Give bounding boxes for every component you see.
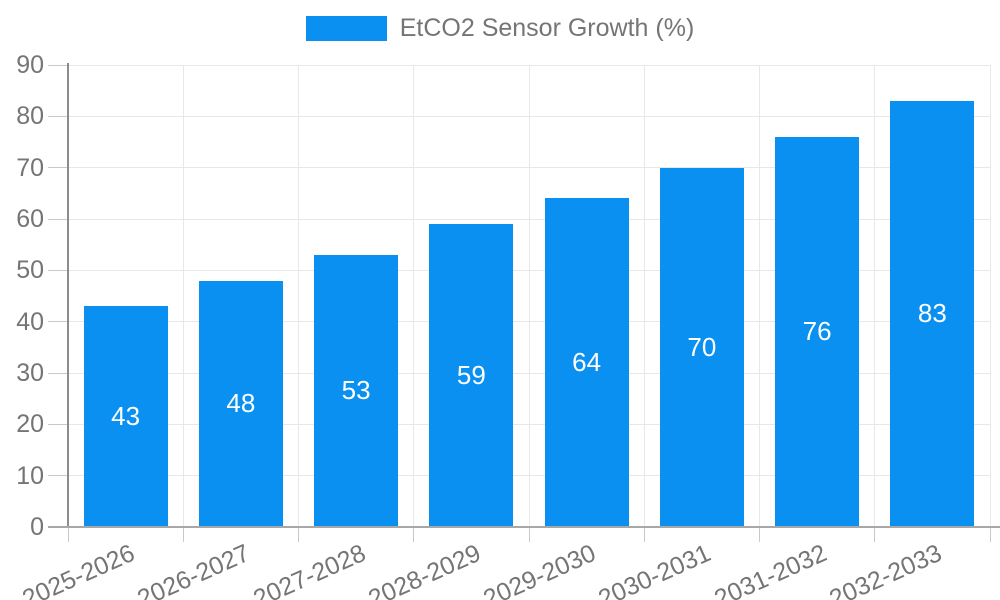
x-axis-label-2028-2029: 2028-2029 (364, 539, 485, 600)
bar-2031-2032[interactable]: 76 (775, 136, 860, 527)
x-gridline-6 (759, 65, 760, 527)
y-tick-90 (48, 64, 68, 66)
y-gridline-90 (68, 64, 990, 66)
bar-2025-2026[interactable]: 43 (83, 306, 168, 527)
legend-item-etco2-sensor-growth[interactable]: EtCO2 Sensor Growth (%) (305, 14, 695, 43)
y-axis-label-40: 40 (16, 307, 44, 336)
bar-2030-2031[interactable]: 70 (659, 167, 744, 527)
y-tick-0 (48, 526, 68, 528)
x-gridline-2 (298, 65, 299, 527)
legend-swatch (305, 16, 387, 41)
y-axis-label-60: 60 (16, 205, 44, 233)
y-tick-40 (48, 321, 68, 323)
y-axis-line (67, 63, 69, 527)
x-gridline-7 (874, 65, 876, 527)
x-axis-label-2027-2028: 2027-2028 (248, 539, 370, 600)
bar-value-label-2032-2033: 83 (917, 298, 947, 329)
x-tick-7 (874, 527, 876, 542)
y-tick-60 (48, 218, 68, 220)
x-tick-8 (989, 527, 991, 542)
x-tick-5 (643, 527, 645, 542)
y-axis-label-20: 20 (16, 410, 44, 439)
bar-value-label-2030-2031: 70 (687, 331, 717, 362)
x-tick-3 (413, 527, 415, 542)
bar-2027-2028[interactable]: 53 (314, 254, 399, 527)
bar-2032-2033[interactable]: 83 (890, 100, 975, 527)
y-tick-30 (48, 372, 68, 374)
x-gridline-8 (989, 65, 991, 527)
x-tick-4 (528, 527, 530, 542)
y-axis-label-50: 50 (16, 256, 44, 285)
y-tick-50 (48, 269, 68, 271)
x-axis-label-2026-2027: 2026-2027 (133, 539, 255, 600)
y-tick-20 (48, 423, 68, 425)
y-tick-80 (48, 115, 68, 117)
bar-value-label-2027-2028: 53 (341, 375, 371, 406)
chart-legend: EtCO2 Sensor Growth (%) (0, 14, 1000, 43)
y-tick-10 (48, 475, 68, 477)
x-axis-label-2030-2031: 2030-2031 (594, 539, 716, 600)
x-tick-2 (298, 527, 299, 542)
x-axis-label-2031-2032: 2031-2032 (709, 539, 831, 600)
y-axis-label-0: 0 (30, 513, 44, 541)
bar-value-label-2029-2030: 64 (572, 347, 602, 378)
bar-value-label-2028-2029: 59 (456, 360, 486, 391)
x-tick-0 (67, 527, 69, 542)
y-axis-label-90: 90 (16, 51, 44, 79)
x-tick-6 (759, 527, 760, 542)
bar-value-label-2025-2026: 43 (111, 401, 141, 432)
bar-value-label-2026-2027: 48 (226, 388, 256, 419)
x-gridline-4 (528, 65, 530, 527)
bar-2026-2027[interactable]: 48 (198, 280, 283, 527)
y-axis-label-30: 30 (16, 359, 44, 387)
y-gridline-80 (68, 115, 990, 117)
x-axis-label-2032-2033: 2032-2033 (825, 539, 946, 600)
x-gridline-1 (182, 65, 184, 527)
x-axis-label-2025-2026: 2025-2026 (18, 539, 140, 600)
bar-2028-2029[interactable]: 59 (429, 224, 514, 527)
y-tick-70 (48, 167, 68, 169)
y-axis-label-10: 10 (16, 461, 44, 490)
x-axis-label-2029-2030: 2029-2030 (479, 539, 601, 600)
x-tick-1 (182, 527, 184, 542)
bar-value-label-2031-2032: 76 (802, 316, 832, 347)
y-axis-label-80: 80 (16, 102, 44, 131)
bar-2029-2030[interactable]: 64 (544, 198, 629, 527)
y-axis-label-70: 70 (16, 153, 44, 182)
x-gridline-3 (413, 65, 415, 527)
legend-label: EtCO2 Sensor Growth (%) (399, 14, 695, 42)
x-gridline-5 (643, 65, 645, 527)
